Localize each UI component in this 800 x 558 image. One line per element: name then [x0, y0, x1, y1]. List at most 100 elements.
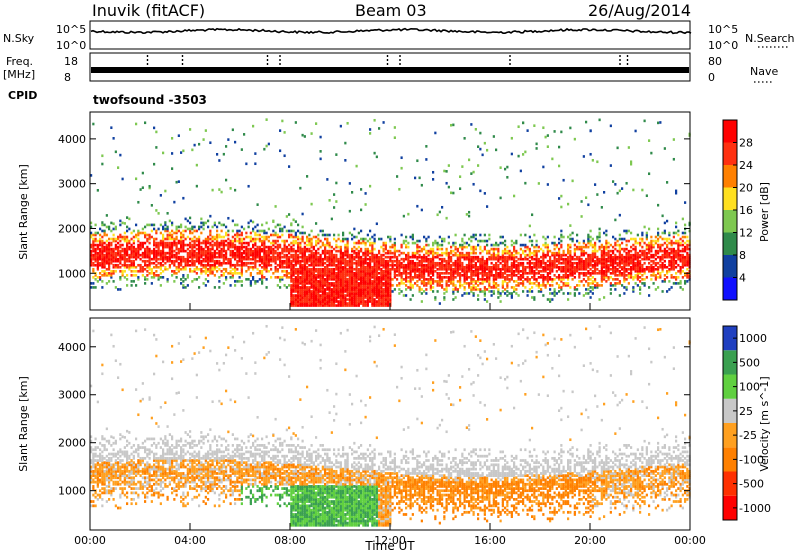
- power-cell: [288, 284, 290, 287]
- power-cell: [522, 280, 524, 283]
- power-cell: [376, 222, 378, 225]
- power-cell: [612, 256, 614, 259]
- power-cell: [601, 244, 603, 247]
- power-cell: [308, 238, 310, 241]
- power-cell: [502, 242, 504, 245]
- power-cell: [178, 256, 180, 259]
- power-cell: [299, 232, 301, 235]
- power-cell: [450, 256, 452, 259]
- power-cell: [216, 252, 218, 255]
- power-cell: [628, 268, 630, 271]
- power-cell: [122, 222, 124, 225]
- power-cell: [468, 252, 470, 255]
- power-cell: [392, 284, 394, 287]
- power-cell: [461, 294, 463, 297]
- power-cell: [434, 256, 436, 259]
- power-cell: [484, 278, 486, 281]
- power-cell: [92, 276, 94, 279]
- power-cell: [185, 238, 187, 241]
- power-cell: [434, 270, 436, 273]
- power-cell: [311, 203, 313, 206]
- power-cell: [587, 234, 589, 237]
- power-cell: [614, 183, 616, 186]
- power-cell: [180, 278, 182, 281]
- power-cell: [500, 292, 502, 295]
- power-cell: [194, 236, 196, 239]
- power-cell: [581, 200, 583, 203]
- power-cell: [142, 232, 144, 235]
- power-cell: [488, 234, 490, 237]
- power-cell: [153, 266, 155, 269]
- freq-tick-low: 8: [64, 71, 71, 84]
- power-cell: [92, 286, 94, 289]
- power-cell: [403, 294, 405, 297]
- power-cell: [95, 232, 97, 235]
- power-cell: [511, 244, 513, 247]
- power-cell: [630, 246, 632, 249]
- power-cell: [376, 300, 378, 303]
- power-cell: [214, 242, 216, 245]
- power-cell: [189, 268, 191, 271]
- power-cell: [581, 280, 583, 283]
- power-cell: [520, 282, 522, 285]
- power-cell: [245, 270, 247, 273]
- power-cell: [338, 258, 340, 261]
- power-cell: [572, 180, 574, 183]
- power-cell: [479, 190, 481, 193]
- power-cell: [655, 288, 657, 291]
- power-cell: [349, 232, 351, 235]
- power-cell: [437, 213, 439, 216]
- power-cell: [293, 278, 295, 281]
- power-cell: [459, 272, 461, 275]
- power-cell: [158, 212, 160, 215]
- power-cell: [187, 252, 189, 255]
- power-cell: [322, 234, 324, 237]
- power-cell: [333, 254, 335, 257]
- power-cell: [506, 282, 508, 285]
- power-cell: [241, 232, 243, 235]
- power-cell: [369, 128, 371, 131]
- power-cell: [221, 248, 223, 251]
- power-cell: [209, 230, 211, 233]
- power-cell: [421, 184, 423, 187]
- power-cell: [596, 236, 598, 239]
- power-cell: [439, 302, 441, 305]
- power-cell: [387, 236, 389, 239]
- power-cell: [311, 132, 313, 135]
- power-cell: [626, 248, 628, 251]
- power-cell: [189, 217, 191, 220]
- power-cell: [358, 282, 360, 285]
- power-cell: [196, 272, 198, 275]
- power-cell: [126, 236, 128, 239]
- power-cell: [619, 238, 621, 241]
- power-cell: [340, 125, 342, 128]
- power-cell: [250, 232, 252, 235]
- power-cell: [218, 286, 220, 289]
- power-cell: [549, 288, 551, 291]
- power-cell: [196, 230, 198, 233]
- power-cell: [419, 260, 421, 263]
- power-cell: [644, 278, 646, 281]
- power-cell: [311, 290, 313, 293]
- power-cell: [455, 284, 457, 287]
- power-cell: [646, 276, 648, 279]
- power-cell: [592, 264, 594, 267]
- power-cell: [464, 137, 466, 140]
- power-cell: [178, 134, 180, 137]
- power-cell: [360, 230, 362, 233]
- power-cell: [365, 248, 367, 251]
- power-cell: [214, 274, 216, 277]
- power-cell: [270, 264, 272, 267]
- power-cell: [259, 230, 261, 233]
- power-cell: [126, 226, 128, 229]
- power-cell: [441, 244, 443, 247]
- nsearch-tick-low: 10^0: [708, 39, 738, 52]
- power-cell: [223, 153, 225, 156]
- power-cell: [126, 274, 128, 277]
- power-cell: [439, 244, 441, 247]
- power-cell: [191, 270, 193, 273]
- power-cell: [513, 246, 515, 249]
- power-cell: [128, 264, 130, 267]
- power-cell: [495, 149, 497, 152]
- power-cell: [306, 248, 308, 251]
